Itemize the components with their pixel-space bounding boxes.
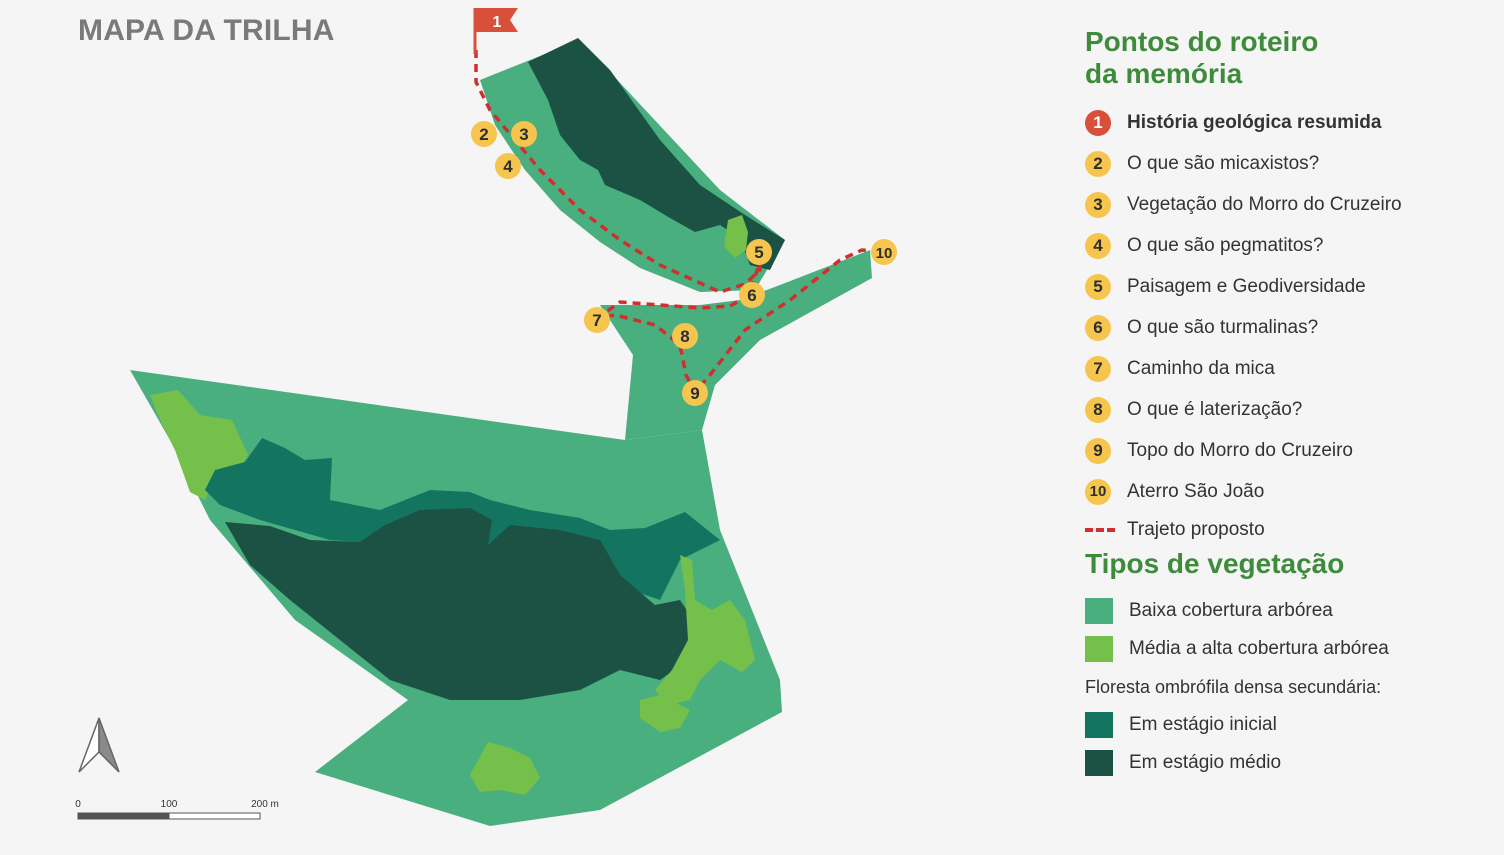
marker-9-label: 9: [690, 384, 699, 403]
point-label-6: O que são turmalinas?: [1127, 316, 1319, 338]
point-badge-5: 5: [1085, 273, 1111, 300]
legend-forest-medium: Em estágio médio: [1085, 744, 1495, 782]
legend-point-10: 10 Aterro São João: [1085, 471, 1495, 512]
point-label-1: História geológica resumida: [1127, 111, 1382, 133]
scale-tick-100: 100: [161, 799, 178, 810]
points-title: Pontos do roteiro da memória: [1085, 26, 1319, 89]
veg-label-high: Média a alta cobertura arbórea: [1129, 638, 1389, 659]
forest-note: Floresta ombrófila densa secundária:: [1085, 677, 1382, 697]
vegetation-title: Tipos de vegetação: [1085, 548, 1345, 579]
area-high-cover-north: [724, 215, 748, 258]
area-low-cover-connector: [600, 250, 872, 440]
point-label-4: O que são pegmatitos?: [1127, 234, 1324, 256]
legend-point-3: 3 Vegetação do Morro do Cruzeiro: [1085, 184, 1495, 225]
forest-label-initial: Em estágio inicial: [1129, 714, 1277, 735]
marker-4-label: 4: [503, 157, 513, 176]
point-label-7: Caminho da mica: [1127, 357, 1275, 379]
scale-bar: 0 100 200 m: [75, 799, 279, 820]
marker-7[interactable]: 7: [584, 307, 610, 333]
marker-8[interactable]: 8: [672, 323, 698, 349]
legend-point-2: 2 O que são micaxistos?: [1085, 143, 1495, 184]
marker-3-label: 3: [519, 125, 528, 144]
area-forest-medium-south: [225, 508, 692, 700]
legend-forest-initial: Em estágio inicial: [1085, 706, 1495, 744]
point-label-9: Topo do Morro do Cruzeiro: [1127, 439, 1353, 461]
legend-veg-low: Baixa cobertura arbórea: [1085, 592, 1495, 630]
flag-icon[interactable]: 1: [473, 8, 518, 54]
scale-tick-200: 200 m: [251, 799, 279, 810]
legend-veg-high: Média a alta cobertura arbórea: [1085, 630, 1495, 668]
points-list: 1 História geológica resumida 2 O que sã…: [1085, 102, 1495, 548]
point-label-10: Aterro São João: [1127, 480, 1265, 502]
marker-2[interactable]: 2: [471, 121, 497, 147]
marker-10[interactable]: 10: [871, 239, 897, 265]
area-high-cover-south: [470, 742, 540, 795]
point-badge-8: 8: [1085, 396, 1111, 423]
swatch-forest-initial: [1085, 712, 1113, 738]
point-badge-6: 6: [1085, 314, 1111, 341]
marker-7-label: 7: [592, 311, 601, 330]
forest-label-medium: Em estágio médio: [1129, 752, 1282, 773]
map-title: MAPA DA TRILHA: [78, 14, 335, 47]
marker-3[interactable]: 3: [511, 121, 537, 147]
point-badge-2: 2: [1085, 150, 1111, 177]
point-badge-4: 4: [1085, 232, 1111, 259]
flag-number: 1: [493, 14, 502, 31]
scale-tick-0: 0: [75, 799, 81, 810]
point-label-2: O que são micaxistos?: [1127, 152, 1320, 174]
north-arrow-icon: [78, 717, 120, 773]
legend-point-6: 6 O que são turmalinas?: [1085, 307, 1495, 348]
area-forest-medium-north: [528, 38, 785, 270]
point-badge-9: 9: [1085, 437, 1111, 464]
swatch-low-cover: [1085, 598, 1113, 624]
area-high-cover-east: [655, 555, 755, 705]
legend-point-1: 1 História geológica resumida: [1085, 102, 1495, 143]
point-badge-1: 1: [1085, 109, 1111, 136]
marker-6-label: 6: [747, 286, 756, 305]
legend-point-5: 5 Paisagem e Geodiversidade: [1085, 266, 1495, 307]
route-swatch: [1085, 528, 1115, 532]
route-label: Trajeto proposto: [1127, 519, 1265, 540]
legend-point-8: 8 O que é laterização?: [1085, 389, 1495, 430]
legend-point-4: 4 O que são pegmatitos?: [1085, 225, 1495, 266]
point-badge-3: 3: [1085, 191, 1111, 218]
marker-8-label: 8: [680, 327, 689, 346]
point-badge-10: 10: [1085, 478, 1111, 505]
veg-label-low: Baixa cobertura arbórea: [1129, 600, 1333, 621]
marker-5-label: 5: [754, 243, 763, 262]
area-high-cover-southeast: [640, 695, 690, 732]
legend-point-9: 9 Topo do Morro do Cruzeiro: [1085, 430, 1495, 471]
swatch-forest-medium: [1085, 750, 1113, 776]
proposed-route: [474, 50, 885, 396]
point-label-8: O que é laterização?: [1127, 398, 1303, 420]
legend-point-7: 7 Caminho da mica: [1085, 348, 1495, 389]
marker-5[interactable]: 5: [746, 239, 772, 265]
marker-2-label: 2: [479, 125, 488, 144]
vegetation-list: Baixa cobertura arbórea Média a alta cob…: [1085, 592, 1495, 782]
marker-6[interactable]: 6: [739, 282, 765, 308]
point-badge-7: 7: [1085, 355, 1111, 382]
swatch-high-cover: [1085, 636, 1113, 662]
legend-panel: Pontos do roteiro da memória 1 História …: [1085, 26, 1495, 782]
legend-route: Trajeto proposto: [1085, 512, 1495, 548]
point-label-3: Vegetação do Morro do Cruzeiro: [1127, 193, 1402, 215]
point-label-5: Paisagem e Geodiversidade: [1127, 275, 1366, 297]
marker-9[interactable]: 9: [682, 380, 708, 406]
marker-10-label: 10: [876, 245, 893, 262]
marker-4[interactable]: 4: [495, 153, 521, 179]
